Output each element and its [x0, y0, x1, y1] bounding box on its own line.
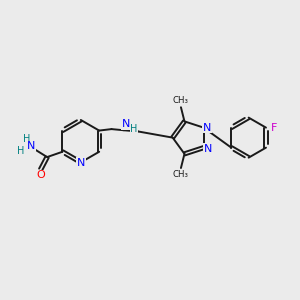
Text: CH₃: CH₃ — [173, 96, 189, 105]
Text: H: H — [130, 124, 138, 134]
Text: H: H — [22, 134, 30, 143]
Text: N: N — [122, 119, 130, 129]
Text: H: H — [17, 146, 24, 156]
Text: N: N — [203, 123, 211, 133]
Text: N: N — [27, 142, 36, 152]
Text: N: N — [76, 158, 85, 168]
Text: CH₃: CH₃ — [173, 170, 189, 179]
Text: F: F — [270, 123, 277, 133]
Text: O: O — [37, 170, 46, 180]
Text: N: N — [203, 144, 212, 154]
